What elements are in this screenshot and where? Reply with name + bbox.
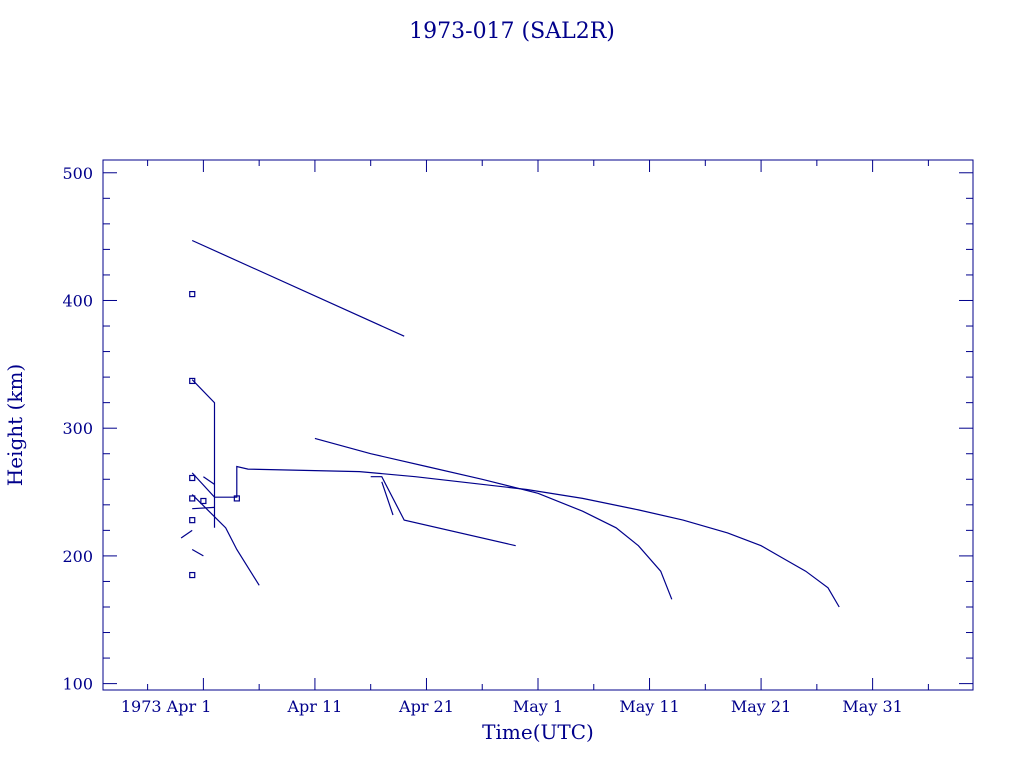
series-line-6 [191, 494, 260, 586]
y-tick-label: 200 [62, 547, 93, 566]
x-tick-label: May 21 [731, 697, 791, 716]
y-axis-ticks: 100 200 300 400 500 [62, 164, 973, 694]
series-line-5 [381, 481, 394, 516]
series-line-7 [192, 506, 215, 510]
series-line-9 [191, 548, 204, 557]
data-point-marker [189, 377, 196, 385]
x-tick-label: May 31 [842, 697, 902, 716]
y-tick-label: 500 [62, 164, 93, 183]
chart-title: 1973-017 (SAL2R) [409, 19, 615, 44]
y-axis-label: Height (km) [3, 364, 27, 486]
x-tick-label: May 11 [619, 697, 679, 716]
data-point-marker [200, 497, 207, 505]
series-layer [180, 239, 840, 608]
marker-layer [189, 290, 240, 579]
series-line-8 [180, 529, 193, 539]
data-point-marker [189, 474, 196, 482]
y-tick-label: 100 [62, 675, 93, 694]
data-point-marker [189, 290, 196, 298]
series-line-1 [191, 379, 216, 528]
data-point-marker [189, 517, 196, 524]
y-tick-label: 400 [62, 291, 93, 310]
series-line-0 [191, 239, 405, 337]
data-point-marker [233, 495, 240, 502]
series-line-4 [370, 476, 516, 547]
plot-frame [102, 159, 974, 691]
x-tick-label: 1973 Apr 1 [121, 697, 212, 716]
series-line-10 [203, 476, 215, 485]
data-point-marker [189, 495, 196, 502]
x-tick-label: May 1 [513, 697, 563, 716]
x-tick-label: Apr 21 [398, 697, 454, 716]
series-line-2 [191, 465, 840, 608]
x-axis-ticks: 1973 Apr 1 Apr 11 Apr 21 May 1 May 11 May 21 M… [121, 160, 929, 716]
data-point-marker [189, 571, 196, 579]
x-axis-label: Time(UTC) [482, 720, 594, 744]
series-line-3 [314, 437, 673, 600]
x-tick-label: Apr 11 [286, 697, 342, 716]
y-tick-label: 300 [62, 419, 93, 438]
